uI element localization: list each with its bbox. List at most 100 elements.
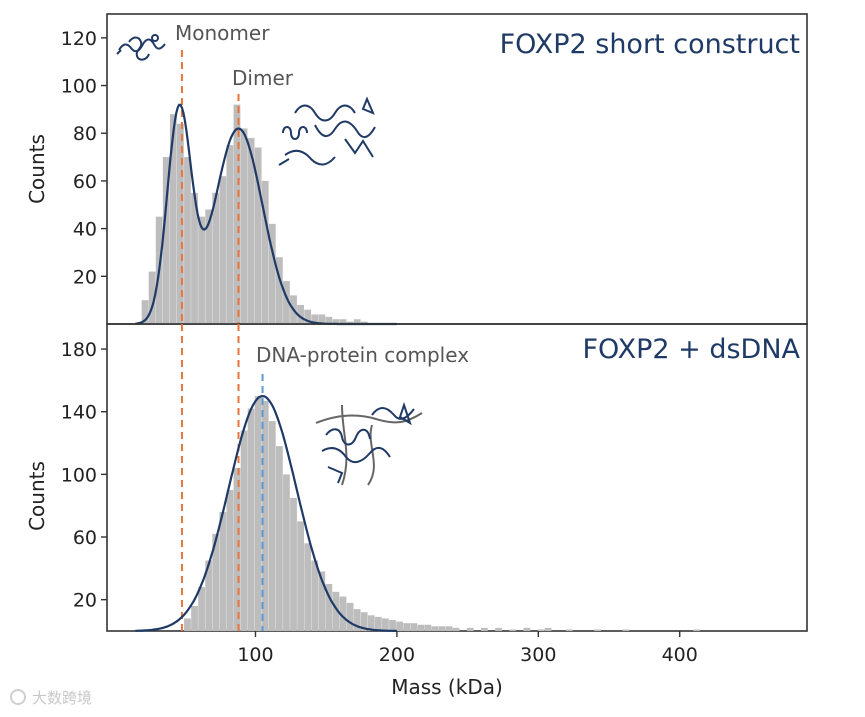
bottom-histogram-bar	[544, 627, 552, 631]
bottom-histogram-bar	[339, 596, 347, 631]
x-axis-title: Mass (kDa)	[391, 675, 503, 699]
bottom-histogram-bar	[466, 627, 474, 631]
bottom-histogram-bar	[184, 618, 191, 631]
top-histogram-bar	[233, 104, 241, 324]
bottom-histogram-bar	[622, 629, 630, 631]
top-histogram-bar	[247, 138, 255, 324]
bottom-histogram-bar	[219, 511, 227, 631]
bottom-histogram-bar	[417, 624, 425, 631]
bottom-histogram-bar	[212, 533, 220, 631]
top-histogram-bar	[283, 281, 290, 324]
bottom-y-tick-label: 140	[61, 402, 97, 424]
bottom-histogram-bar	[438, 626, 446, 631]
bottom-histogram-bar	[332, 591, 340, 631]
watermark: 大数跨境	[10, 689, 92, 707]
top-histogram-bar	[261, 180, 269, 324]
top-histogram-bar	[339, 319, 347, 324]
watermark-logo-icon	[10, 689, 26, 705]
bottom-histogram-bar	[410, 623, 418, 631]
bottom-histogram-bar	[523, 627, 531, 631]
bottom-histogram-bar	[226, 490, 234, 631]
top-panel: 20 40 60 80 100 120 Counts FOXP2 short constr…	[25, 13, 808, 326]
watermark-text: 大数跨境	[32, 689, 92, 707]
top-y-tick-label: 100	[61, 76, 97, 98]
bottom-histogram-bar	[403, 623, 411, 631]
bottom-panel-title: FOXP2 + dsDNA	[583, 334, 801, 365]
bottom-histogram-bar	[495, 627, 502, 631]
x-tick-label: 400	[662, 644, 698, 666]
bottom-histogram-bar	[565, 629, 573, 631]
bottom-y-tick-label: 100	[61, 464, 97, 486]
top-ylabel: Counts	[25, 134, 49, 204]
bottom-histogram-bar	[304, 543, 312, 631]
bottom-histogram-bar	[509, 629, 517, 631]
x-tick-label: 300	[520, 644, 556, 666]
top-histogram-bar	[268, 223, 276, 324]
bottom-histogram-bar	[268, 421, 276, 631]
top-histogram-bar	[304, 309, 312, 324]
dna-protein-complex-structure-icon	[315, 401, 423, 486]
bottom-histogram-bar	[275, 446, 283, 631]
top-y-tick-label: 20	[73, 266, 97, 288]
top-histogram-bar	[141, 300, 149, 324]
top-histogram-bar	[198, 216, 205, 324]
bottom-histogram-bar	[290, 497, 297, 631]
top-histogram-bar	[169, 114, 177, 325]
bottom-histogram-bar	[297, 521, 304, 631]
top-histogram-bar	[318, 314, 326, 324]
monomer-label: Monomer	[175, 21, 270, 45]
bottom-histogram-bar	[254, 396, 262, 631]
top-histogram-bar	[311, 314, 319, 324]
top-y-tick-label: 120	[61, 28, 97, 50]
top-y-tick-label: 80	[73, 123, 97, 145]
top-histogram-bar	[346, 321, 354, 324]
bottom-histogram-bar	[431, 626, 439, 631]
top-histogram-bar	[177, 123, 184, 324]
top-histogram-bar	[297, 304, 304, 324]
top-histogram-bar	[191, 192, 198, 324]
bottom-histogram-bar	[389, 620, 396, 631]
bottom-histogram-bar	[374, 616, 382, 631]
x-tick-label: 100	[237, 644, 273, 666]
bottom-histogram-bar	[424, 624, 432, 631]
bottom-fit-curve	[135, 394, 397, 632]
bottom-histogram-bar	[693, 629, 700, 631]
bottom-histogram-bar	[325, 584, 333, 631]
bottom-histogram-bar	[240, 430, 248, 631]
monomer-structure-icon	[116, 34, 166, 61]
top-histogram-bar	[353, 319, 361, 324]
top-y-tick-label: 60	[73, 171, 97, 193]
bottom-y-tick-label: 20	[73, 590, 97, 612]
top-histogram-bar	[148, 271, 156, 324]
top-histogram-bar	[254, 147, 262, 324]
bottom-histogram-bar	[261, 400, 269, 631]
top-histogram-bar	[162, 157, 170, 324]
dimer-structure-icon	[278, 96, 376, 166]
bottom-histogram-bar	[205, 560, 213, 631]
bottom-histogram-bar	[367, 615, 375, 631]
bottom-histogram-bar	[396, 621, 403, 631]
bottom-histogram-bar	[198, 587, 205, 631]
top-histogram-bar	[212, 192, 220, 324]
bottom-histogram-bar	[594, 629, 601, 631]
bottom-y-tick-label: 60	[73, 527, 97, 549]
bottom-histogram-bar	[360, 612, 368, 631]
top-histogram-bar	[184, 157, 191, 324]
top-histogram-bar	[226, 145, 234, 324]
bottom-histogram-bar	[191, 605, 198, 631]
bottom-histogram-bar	[445, 626, 453, 631]
dimer-label: Dimer	[232, 66, 294, 90]
bottom-histogram-bar	[346, 602, 354, 631]
bottom-histogram-bar	[353, 609, 361, 631]
bottom-y-tick-label: 180	[61, 339, 97, 361]
bottom-histogram-bar	[537, 629, 545, 631]
top-histogram-bar	[325, 316, 333, 324]
bottom-histogram-bar	[318, 571, 326, 631]
bottom-histogram-bar	[247, 408, 255, 631]
top-histogram-bar	[205, 209, 213, 324]
bottom-panel: 20 60 100 140 180 100 200 300 400 Counts FOXP2 …	[25, 323, 808, 699]
bottom-histogram-bar	[481, 627, 488, 631]
bottom-ylabel: Counts	[25, 461, 49, 531]
top-histogram-bar	[275, 257, 283, 324]
